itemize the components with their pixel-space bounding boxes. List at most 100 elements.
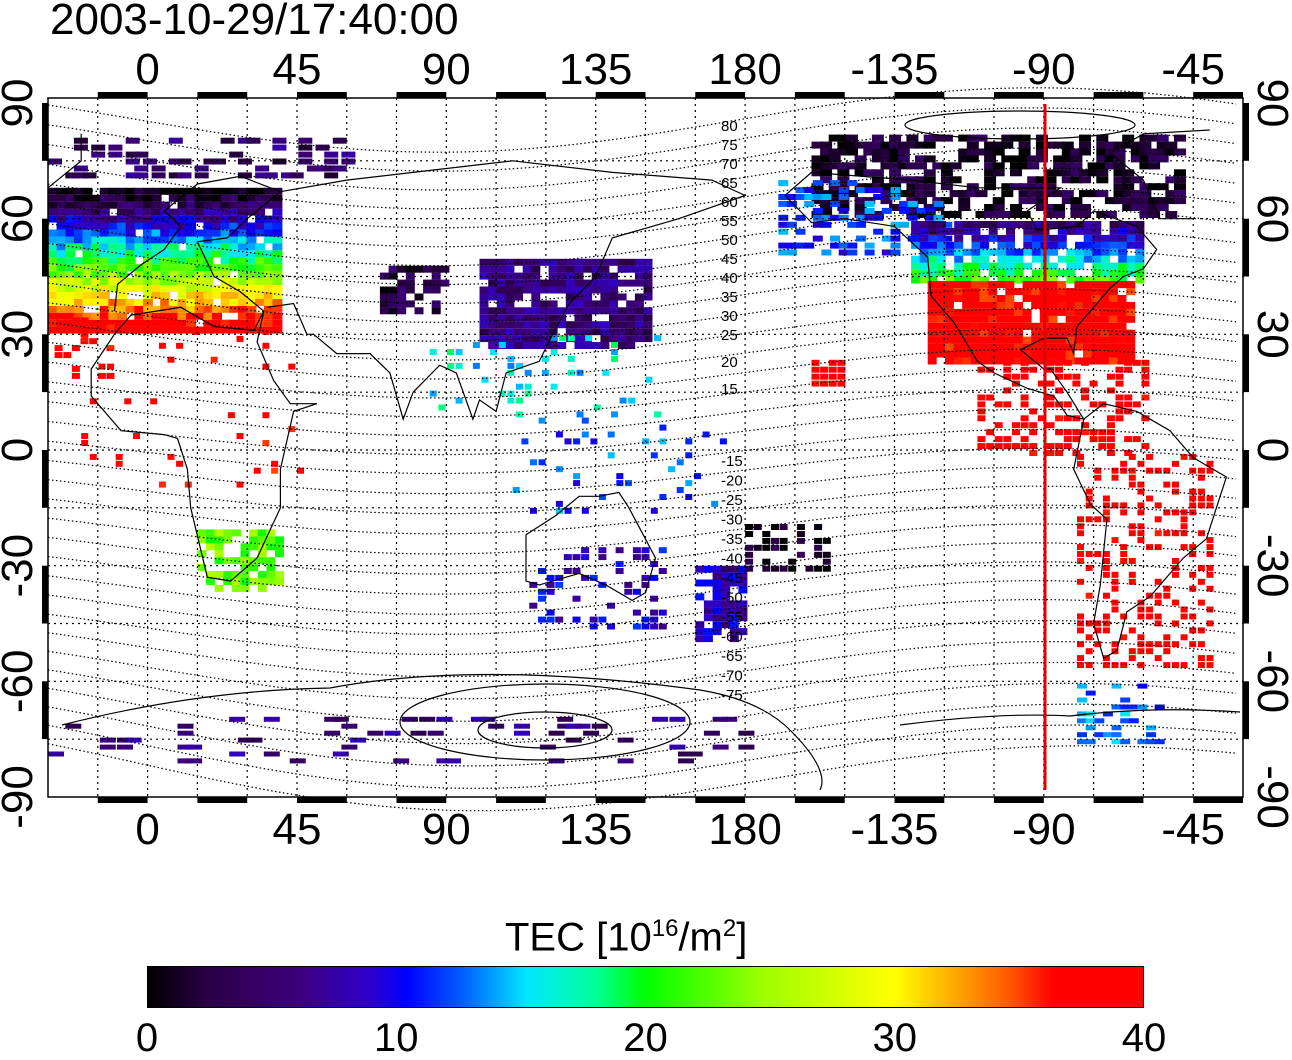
tec-cell [945, 269, 955, 277]
tec-cell [695, 565, 705, 573]
tec-cell [890, 228, 901, 235]
tec-cell [514, 272, 523, 280]
tec-cell [1096, 155, 1109, 163]
tec-cell [220, 257, 231, 265]
tec-cell [117, 744, 133, 750]
tec-cell [1122, 183, 1135, 191]
frame-tick [695, 797, 746, 803]
tec-cell [936, 322, 946, 330]
tec-cell [65, 243, 76, 251]
tec-cell [177, 291, 188, 299]
tec-cell [1109, 248, 1119, 256]
tec-cell [522, 279, 532, 287]
tec-cell [1094, 641, 1102, 648]
tec-cell [522, 272, 532, 280]
tec-cell [1074, 281, 1084, 289]
tec-cell [795, 194, 806, 200]
tec-cell [297, 467, 304, 474]
tec-cell [624, 581, 633, 588]
tec-cell [56, 236, 67, 244]
tec-cell [1122, 197, 1135, 205]
tec-cell [220, 291, 231, 299]
tec-cell [1035, 176, 1048, 184]
tec-cell [81, 433, 89, 439]
tec-cell [936, 350, 946, 358]
tec-cell [944, 336, 954, 344]
tec-cell [1061, 162, 1074, 170]
tec-cell [567, 335, 575, 342]
tec-cell [923, 190, 936, 198]
tec-cell [539, 279, 549, 287]
tec-cell [1029, 450, 1038, 456]
tec-cell [1005, 315, 1015, 323]
tec-cell [142, 243, 153, 251]
tec-cell [1031, 281, 1041, 289]
tec-cell [89, 338, 98, 345]
tec-cell [1079, 176, 1091, 184]
tec-cell [643, 321, 653, 329]
tec-cell [1115, 408, 1124, 415]
tec-cell [1077, 697, 1087, 703]
tec-cell [1120, 697, 1131, 703]
tec-cell [108, 250, 119, 258]
tec-cell [516, 397, 523, 404]
tec-cell [332, 751, 349, 757]
tec-cell [71, 345, 80, 352]
tec-cell [738, 730, 755, 736]
tec-cell [864, 214, 875, 221]
tec-cell [811, 197, 824, 205]
tec-cell [1163, 634, 1171, 641]
tec-cell [928, 276, 938, 284]
tec-cell [1035, 134, 1048, 142]
tec-cell [1029, 422, 1038, 429]
tec-cell [788, 565, 797, 572]
tec-cell [496, 321, 506, 329]
tec-cell [1130, 155, 1143, 163]
tec-cell [1081, 394, 1089, 401]
tec-cell [1124, 436, 1133, 443]
tec-cell [615, 568, 624, 574]
tec-cell [1174, 134, 1186, 142]
tec-cell [1108, 295, 1118, 302]
tec-cell [970, 295, 980, 302]
tec-cell [812, 221, 823, 228]
tec-cell [538, 595, 546, 602]
tec-cell [1048, 343, 1058, 351]
tec-cell [1074, 308, 1084, 316]
tec-cell [1077, 718, 1087, 724]
tec-cell [150, 398, 158, 405]
tec-cell [927, 357, 937, 365]
tec-cell [1053, 162, 1066, 170]
tec-cell [1010, 162, 1022, 170]
tec-cell [124, 398, 132, 405]
contour-line [47, 87, 1237, 153]
tec-cell [212, 305, 222, 313]
tec-cell [634, 300, 644, 308]
tec-cell [988, 336, 998, 344]
tec-cell [479, 307, 489, 315]
tec-cell [992, 211, 1005, 218]
frame-tick [695, 92, 746, 98]
tec-cell [1057, 269, 1067, 277]
tec-cell [1120, 634, 1128, 641]
lon-tick-label: -135 [850, 45, 938, 94]
tec-cell [771, 537, 779, 544]
tec-cell [1163, 648, 1171, 655]
tec-cell [108, 236, 119, 244]
tec-cell [436, 716, 453, 722]
tec-cell [1094, 474, 1102, 481]
tec-cell [837, 169, 850, 177]
tec-cell [962, 308, 972, 316]
tec-cell [142, 326, 153, 334]
tec-cell [971, 269, 981, 277]
contour-line [47, 107, 1237, 172]
tec-cell [65, 319, 76, 327]
tec-cell [324, 151, 339, 158]
tec-cell [397, 286, 407, 294]
tec-cell [1172, 558, 1179, 564]
tec-cell [203, 285, 214, 292]
tec-cell [1148, 197, 1161, 205]
tec-cell [1109, 269, 1119, 277]
tec-cell [745, 565, 754, 572]
tec-cell [634, 272, 644, 280]
